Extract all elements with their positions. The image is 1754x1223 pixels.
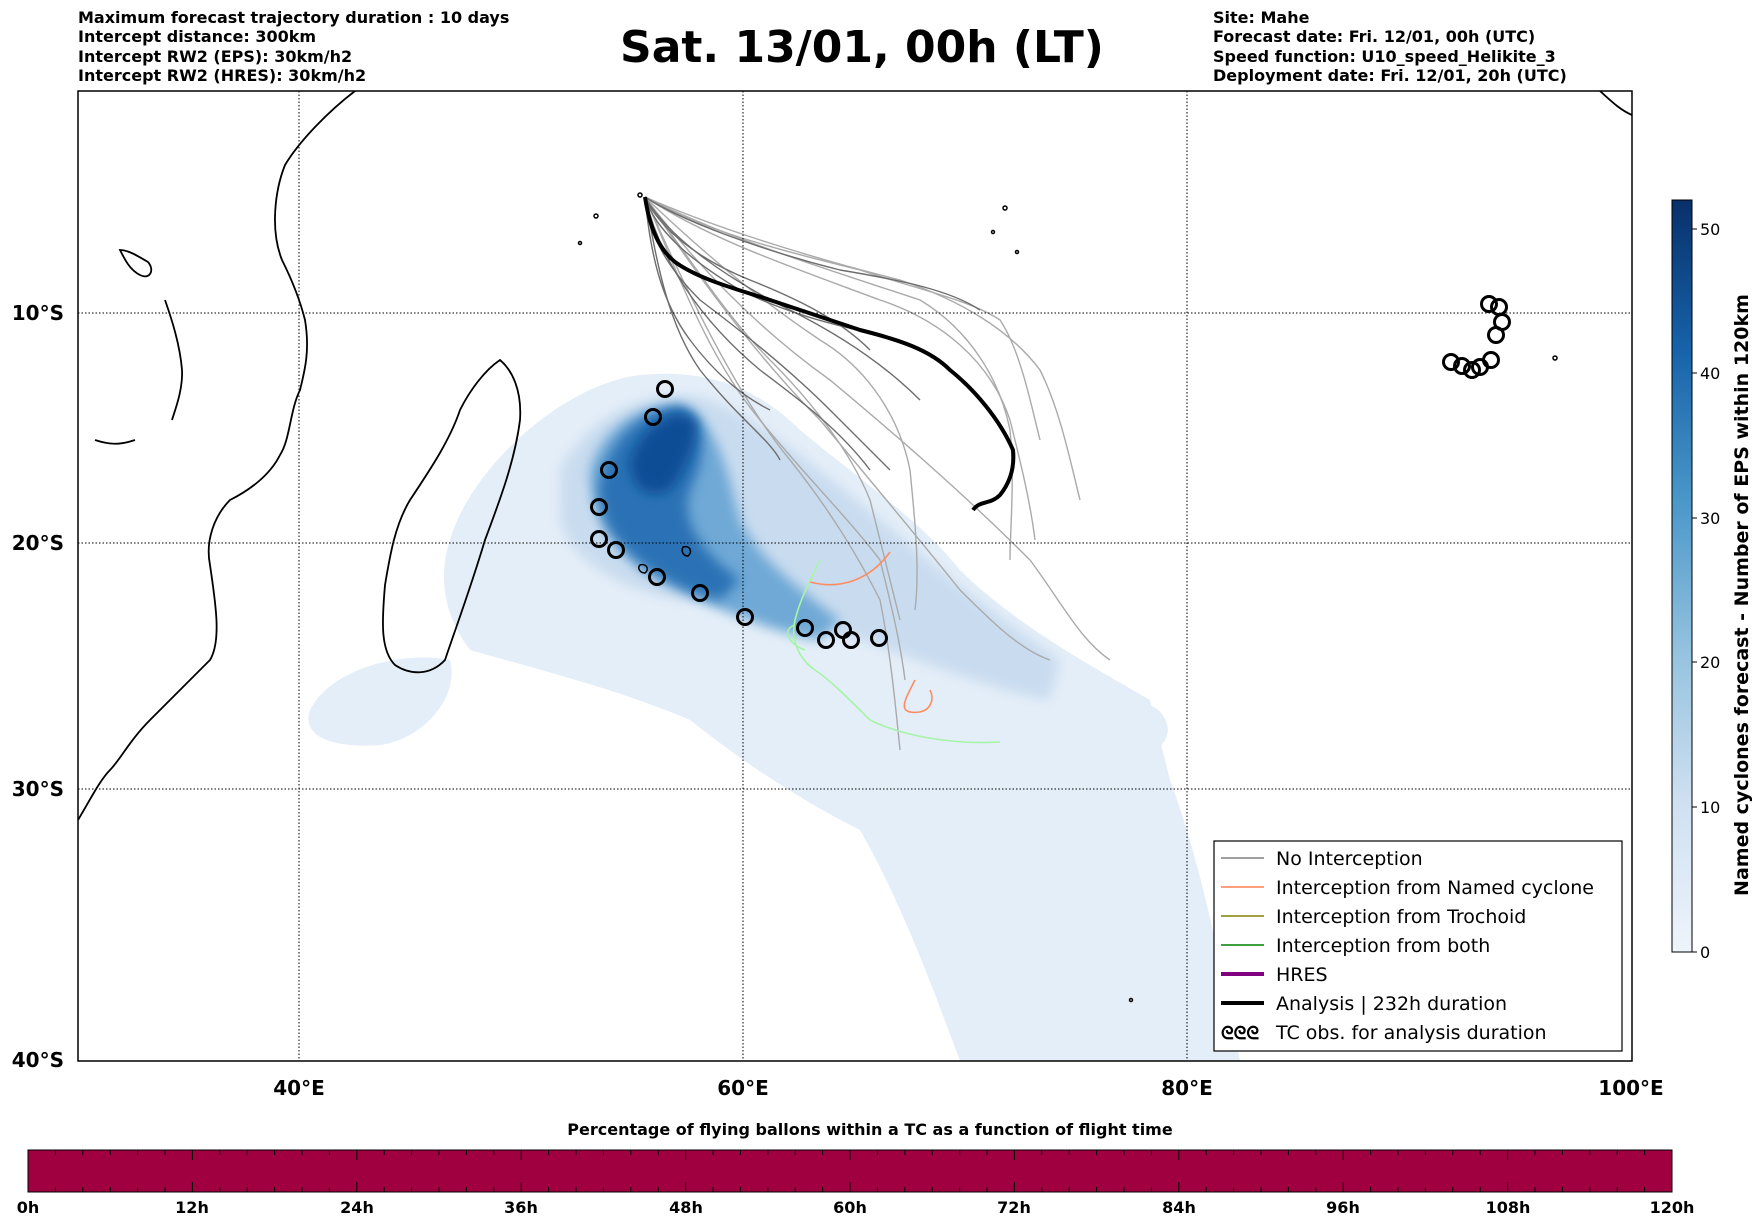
flight-time-tick-label: 12h [175, 1198, 209, 1217]
legend-label: Interception from both [1276, 935, 1490, 957]
flight-time-tick-label: 24h [340, 1198, 374, 1217]
colorbar-tick: 20 [1700, 653, 1720, 672]
lat-tick-label: 40°S [12, 1048, 64, 1072]
info-site: Site: Mahe [1213, 8, 1310, 27]
legend-label: Interception from Trochoid [1276, 906, 1526, 928]
page-title: Sat. 13/01, 00h (LT) [620, 22, 1104, 73]
info-speed-function: Speed function: U10_speed_Helikite_3 [1213, 47, 1556, 66]
lon-tick-label: 40°E [273, 1076, 325, 1100]
flight-time-tick-label: 48h [669, 1198, 703, 1217]
interception-tracks [786, 551, 1001, 744]
flight-time-tick-label: 0h [17, 1198, 40, 1217]
lon-tick-label: 80°E [1161, 1076, 1213, 1100]
info-intercept-eps: Intercept RW2 (EPS): 30km/h2 [78, 47, 353, 66]
graticule [78, 91, 1632, 1061]
colorbar-gradient [1671, 199, 1693, 953]
map-area [78, 91, 1632, 1061]
lat-tick-label: 10°S [12, 301, 64, 325]
info-forecast-date: Forecast date: Fri. 12/01, 00h (UTC) [1213, 27, 1536, 46]
flight-time-tick-label: 60h [833, 1198, 867, 1217]
legend-label: Analysis | 232h duration [1276, 993, 1507, 1015]
legend-label: TC obs. for analysis duration [1275, 1022, 1547, 1044]
map-frame [77, 90, 1633, 1062]
flight-time-bar-ticks [27, 1150, 1673, 1192]
flight-time-tick-label: 120h [1650, 1198, 1695, 1217]
flight-time-tick-label: 96h [1326, 1198, 1360, 1217]
colorbar-tick: 0 [1700, 943, 1710, 962]
coastlines [78, 91, 1632, 821]
lon-tick-label: 100°E [1598, 1076, 1663, 1100]
colorbar: 0 10 20 30 40 50 Named cyclones forecast… [1671, 199, 1753, 962]
small-islands [577, 192, 1558, 1003]
flight-time-tick-label: 108h [1486, 1198, 1531, 1217]
info-intercept-distance: Intercept distance: 300km [78, 27, 317, 46]
flight-time-bar: Percentage of flying ballons within a TC… [17, 1120, 1695, 1217]
legend-tc-obs-symbol: ᘓᘓᘓ [1221, 1023, 1259, 1044]
flight-time-bar-title: Percentage of flying ballons within a TC… [567, 1120, 1173, 1139]
lon-tick-label: 60°E [717, 1076, 769, 1100]
flight-time-tick-label: 84h [1162, 1198, 1196, 1217]
info-deployment-date: Deployment date: Fri. 12/01, 20h (UTC) [1213, 66, 1567, 85]
colorbar-label: Named cyclones forecast - Number of EPS … [1731, 294, 1753, 896]
axis-labels: 40°E 60°E 80°E 100°E 10°S 20°S 30°S 40°S [12, 301, 1664, 1100]
legend-box [1213, 840, 1623, 1052]
flight-time-tick-label: 36h [504, 1198, 538, 1217]
flight-time-tick-label: 72h [997, 1198, 1031, 1217]
tc-obs-markers [590, 295, 1511, 649]
colorbar-tick: 10 [1700, 798, 1720, 817]
colorbar-tick: 30 [1700, 509, 1720, 528]
colorbar-tick: 50 [1700, 220, 1720, 239]
cyclone-density-field [308, 373, 1240, 1061]
lat-tick-label: 20°S [12, 531, 64, 555]
analysis-trajectory [643, 196, 1016, 512]
legend-label: Interception from Named cyclone [1276, 877, 1594, 899]
info-max-duration: Maximum forecast trajectory duration : 1… [78, 8, 510, 27]
legend-label: No Interception [1276, 848, 1423, 870]
legend-label: HRES [1276, 964, 1328, 986]
legend: No Interception Interception from Named … [1213, 840, 1623, 1052]
info-intercept-hres: Intercept RW2 (HRES): 30km/h2 [78, 66, 367, 85]
colorbar-tick: 40 [1700, 364, 1720, 383]
lat-tick-label: 30°S [12, 777, 64, 801]
